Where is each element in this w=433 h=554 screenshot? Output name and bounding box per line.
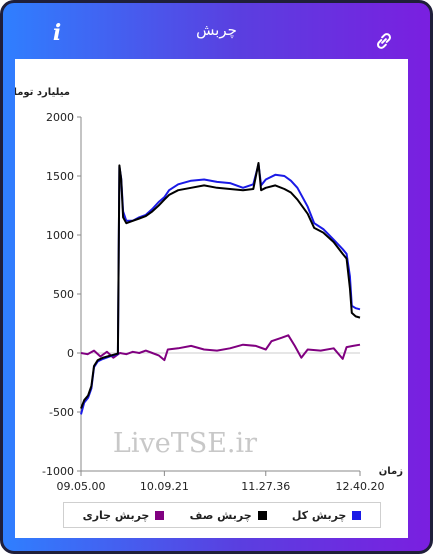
info-icon[interactable]: i (52, 20, 62, 46)
legend-label: چربش کل (291, 508, 347, 522)
legend-item-3[interactable]: چربش جاری (83, 509, 165, 522)
link-icon[interactable] (373, 30, 395, 52)
y-tick-label: -500 (49, 406, 74, 419)
series-line-2[interactable] (80, 162, 361, 409)
y-axis-label: میلیارد تومان (15, 87, 70, 98)
x-tick-label: 11.27.36 (241, 480, 290, 493)
axes: 2000 1500 1000 500 0 -500 -1000 09.05.00 10.09.2… (42, 111, 384, 493)
chart-panel: میلیارد تومان زمان LiveTSE.ir 2000 1500 10… (15, 59, 408, 538)
watermark: LiveTSE.ir (113, 428, 257, 459)
y-tick-label: 500 (53, 288, 74, 301)
x-tick-label: 10.09.21 (140, 480, 189, 493)
legend-label: چربش جاری (82, 508, 150, 522)
y-tick-label: 0 (67, 347, 74, 360)
y-tick-label: 2000 (46, 111, 74, 124)
x-tick-label: 09.05.00 (57, 480, 106, 493)
header-bar: i چربش (3, 3, 430, 59)
series-layer (80, 162, 361, 415)
legend-item-2[interactable]: چربش صف (190, 509, 267, 522)
y-tick-label: -1000 (42, 465, 74, 478)
legend-item-1[interactable]: چربش کل (292, 509, 362, 522)
legend-label: چربش صف (189, 508, 252, 522)
series-line-3[interactable] (80, 334, 361, 362)
legend-swatch (257, 510, 267, 520)
legend-swatch (352, 510, 362, 520)
page-title: چربش (196, 21, 237, 39)
y-tick-label: 1000 (46, 229, 74, 242)
legend: چربش کل چربش صف چربش جاری (63, 502, 381, 528)
legend-swatch (155, 510, 165, 520)
x-tick-label: 12.40.20 (336, 480, 385, 493)
y-tick-label: 1500 (46, 170, 74, 183)
line-chart[interactable]: میلیارد تومان زمان LiveTSE.ir 2000 1500 10… (15, 59, 408, 499)
x-axis-label: زمان (379, 466, 403, 477)
